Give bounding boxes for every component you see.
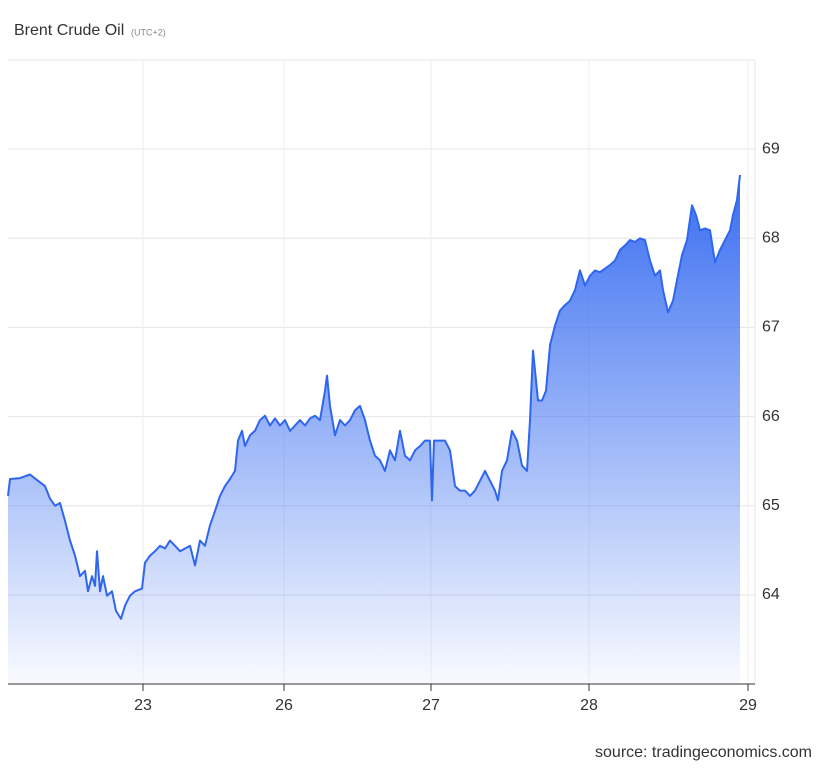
x-tick-label: 26 bbox=[275, 697, 293, 714]
chart-subtitle: (UTC+2) bbox=[131, 27, 166, 37]
price-line bbox=[7, 174, 741, 620]
y-tick-label: 66 bbox=[762, 408, 780, 425]
area-fill bbox=[8, 175, 740, 684]
x-tick-label: 27 bbox=[422, 697, 440, 714]
y-tick-label: 68 bbox=[762, 230, 780, 247]
x-tick-label: 23 bbox=[134, 697, 152, 714]
x-tick-label: 28 bbox=[580, 697, 598, 714]
y-tick-label: 67 bbox=[762, 319, 780, 336]
source-note: source: tradingeconomics.com bbox=[595, 744, 812, 761]
x-tick-label: 29 bbox=[739, 697, 757, 714]
y-tick-label: 64 bbox=[762, 586, 780, 603]
y-tick-label: 69 bbox=[762, 140, 780, 157]
chart-title: Brent Crude Oil bbox=[14, 22, 124, 39]
y-tick-label: 65 bbox=[762, 497, 780, 514]
